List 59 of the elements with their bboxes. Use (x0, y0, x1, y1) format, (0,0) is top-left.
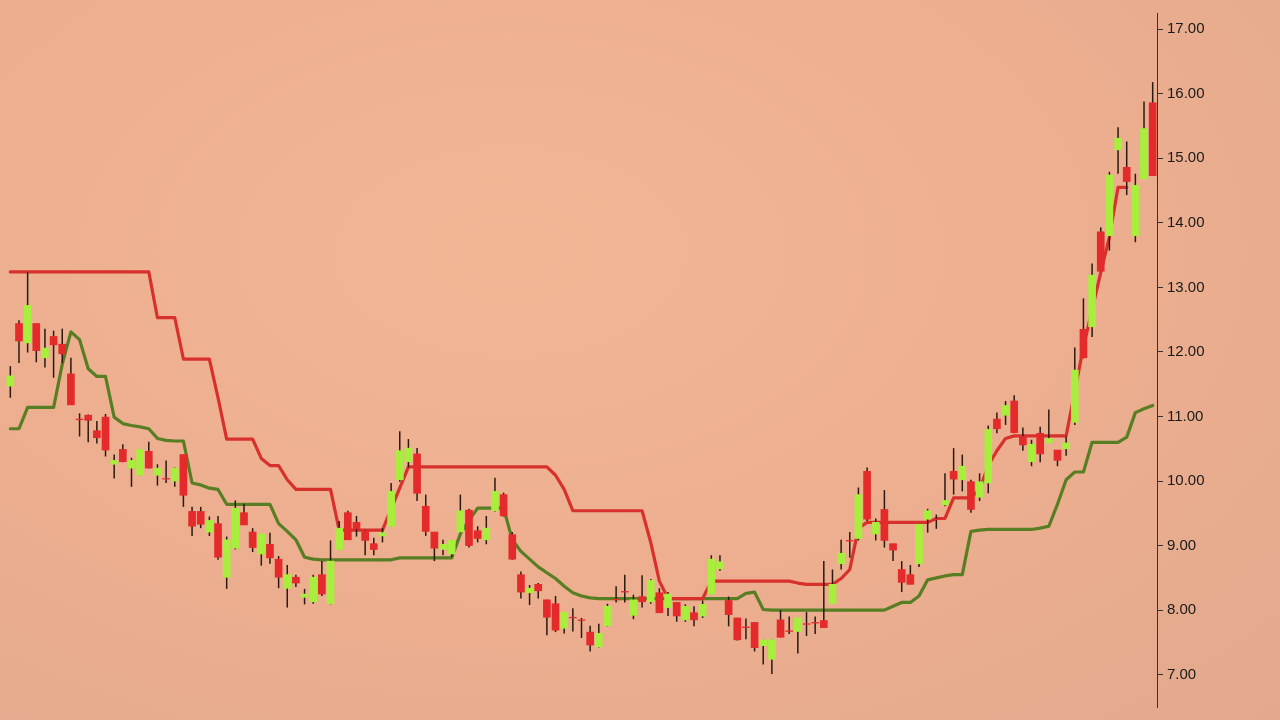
candlestick (923, 508, 932, 534)
candlestick (283, 564, 292, 609)
y-tick-label: 12.00 (1167, 342, 1205, 360)
candlestick (646, 578, 655, 605)
candlestick (802, 611, 811, 637)
candlestick (958, 453, 967, 493)
candlestick (1019, 426, 1027, 452)
candlestick (1001, 400, 1010, 426)
candlestick (828, 568, 837, 605)
candlestick (482, 515, 491, 546)
candlestick (240, 502, 248, 526)
y-tick-label: 10.00 (1167, 471, 1205, 489)
candlestick (144, 440, 153, 469)
y-tick-label: 15.00 (1167, 148, 1205, 166)
y-tick-label: 11.00 (1167, 406, 1204, 424)
candlestick (1114, 126, 1122, 175)
y-tick-label: 13.00 (1167, 277, 1205, 295)
candlestick (941, 472, 949, 507)
candlestick (499, 491, 508, 518)
y-tick-label: 9.00 (1167, 535, 1197, 553)
candlestick (274, 555, 283, 589)
candlestick (993, 411, 1001, 435)
candlestick (335, 520, 344, 551)
candlestick (170, 466, 179, 488)
candlestick (266, 531, 274, 565)
y-tick-label: 17.00 (1167, 19, 1205, 37)
y-tick-label: 8.00 (1167, 600, 1197, 618)
candlestick (1044, 408, 1053, 444)
y-tick-label: 7.00 (1167, 664, 1197, 682)
candlestick (664, 591, 672, 617)
candlestick (638, 574, 646, 609)
candlestick (41, 327, 49, 369)
candlestick (794, 617, 802, 655)
candlestick (6, 365, 15, 399)
candlestick (1027, 438, 1036, 467)
candlestick (837, 539, 845, 571)
candlestick (1036, 426, 1044, 464)
y-tick-label: 14.00 (1167, 212, 1205, 230)
candlestick (560, 611, 569, 635)
candlestick (517, 570, 525, 600)
y-tick-label: 16.00 (1167, 83, 1205, 101)
candlestick (153, 463, 162, 487)
candlestick (248, 527, 257, 553)
candlestick (690, 605, 698, 628)
candlestick (1062, 435, 1070, 457)
candlestick (110, 453, 119, 480)
candlestick (672, 601, 681, 623)
candlestick (491, 477, 499, 513)
candlestick (430, 531, 439, 562)
candlestick (15, 319, 23, 364)
candlestick (871, 517, 880, 542)
candlestick (361, 529, 369, 557)
candlestick (586, 624, 594, 653)
candlestick (594, 622, 603, 649)
candlestick (456, 493, 465, 534)
candlestick (724, 595, 733, 628)
candlestick (629, 593, 638, 620)
candlestick (318, 560, 326, 597)
candlestick (257, 533, 266, 567)
